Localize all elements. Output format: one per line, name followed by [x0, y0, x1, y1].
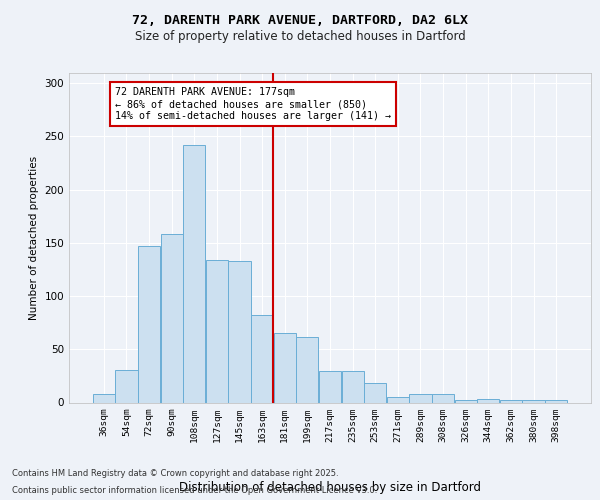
- Bar: [455, 400, 477, 402]
- Text: Contains public sector information licensed under the Open Government Licence v3: Contains public sector information licen…: [12, 486, 377, 495]
- Bar: [545, 400, 567, 402]
- Bar: [115, 370, 137, 402]
- Bar: [251, 315, 273, 402]
- Bar: [183, 145, 205, 403]
- Bar: [387, 397, 409, 402]
- X-axis label: Distribution of detached houses by size in Dartford: Distribution of detached houses by size …: [179, 481, 481, 494]
- Bar: [523, 400, 545, 402]
- Bar: [432, 394, 454, 402]
- Bar: [500, 400, 522, 402]
- Bar: [296, 336, 319, 402]
- Bar: [138, 246, 160, 402]
- Text: Contains HM Land Registry data © Crown copyright and database right 2025.: Contains HM Land Registry data © Crown c…: [12, 468, 338, 477]
- Bar: [364, 384, 386, 402]
- Bar: [206, 260, 228, 402]
- Bar: [229, 261, 251, 402]
- Bar: [274, 334, 296, 402]
- Bar: [161, 234, 183, 402]
- Text: 72 DARENTH PARK AVENUE: 177sqm
← 86% of detached houses are smaller (850)
14% of: 72 DARENTH PARK AVENUE: 177sqm ← 86% of …: [115, 88, 391, 120]
- Bar: [341, 370, 364, 402]
- Bar: [477, 400, 499, 402]
- Bar: [319, 370, 341, 402]
- Text: 72, DARENTH PARK AVENUE, DARTFORD, DA2 6LX: 72, DARENTH PARK AVENUE, DARTFORD, DA2 6…: [132, 14, 468, 27]
- Text: Size of property relative to detached houses in Dartford: Size of property relative to detached ho…: [134, 30, 466, 43]
- Bar: [93, 394, 115, 402]
- Y-axis label: Number of detached properties: Number of detached properties: [29, 156, 39, 320]
- Bar: [409, 394, 431, 402]
